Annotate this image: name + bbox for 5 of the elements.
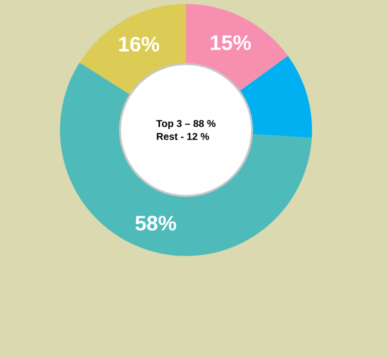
data-label: 15% [210, 35, 251, 50]
data-label: 16% [119, 36, 160, 52]
data-label: 58% [135, 216, 176, 231]
text: Rest - 12 % [156, 132, 210, 140]
text: Top 3 – 88 % [156, 120, 216, 130]
